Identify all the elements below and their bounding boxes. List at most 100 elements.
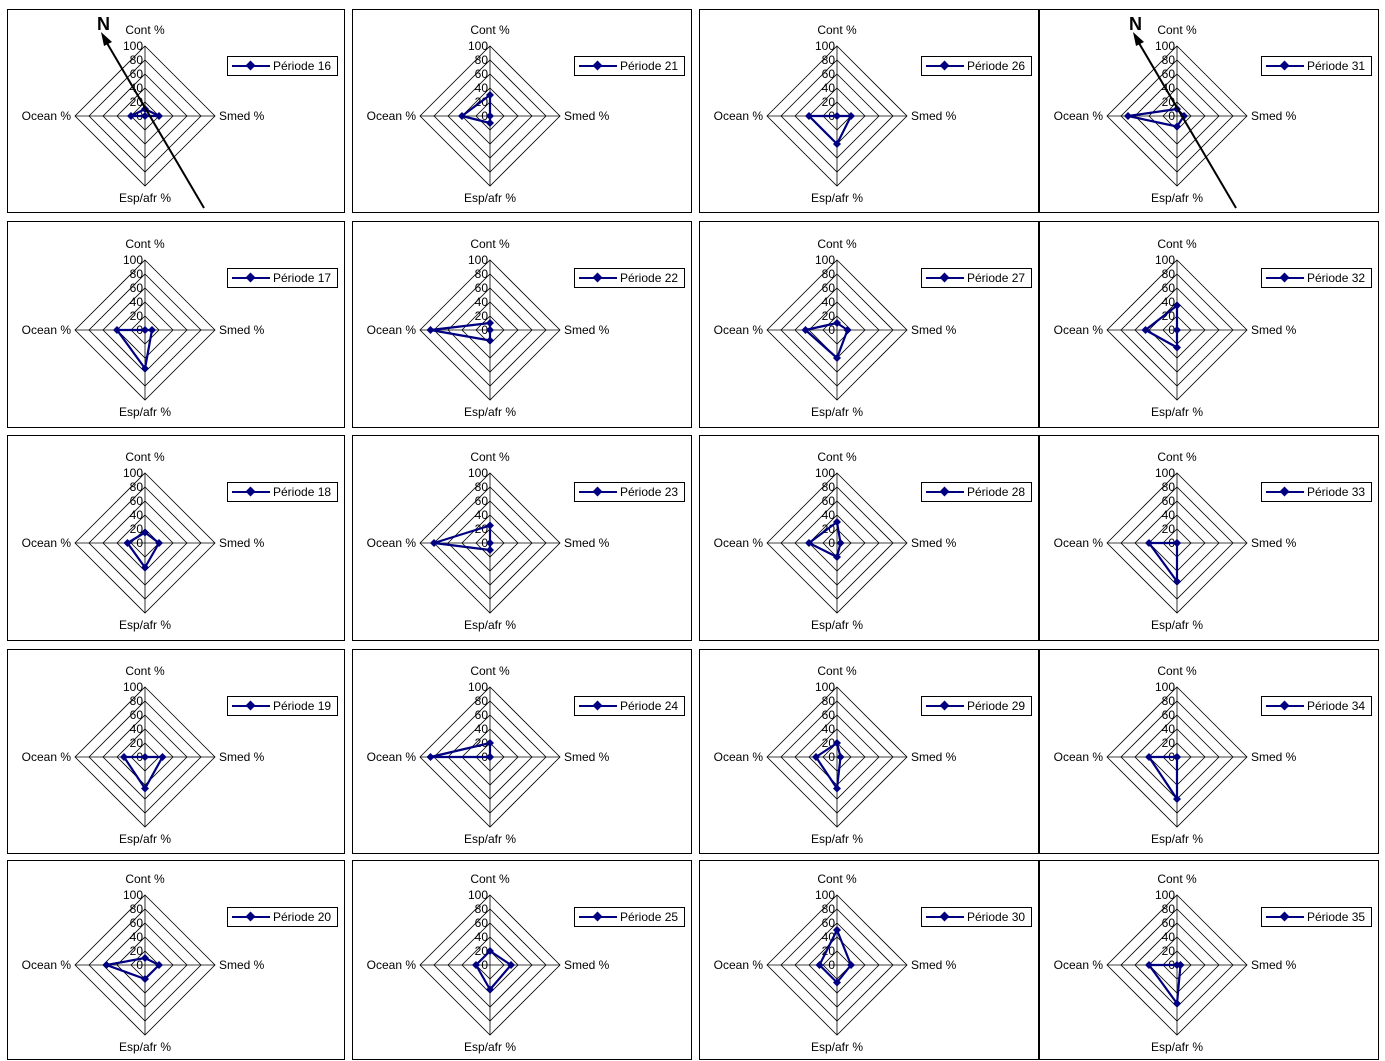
radar-data-point <box>155 112 163 120</box>
radar-data-point <box>426 326 435 334</box>
north-arrow-shaft <box>1135 37 1237 209</box>
radar-tick-label: 20 <box>130 944 144 958</box>
radar-data-point <box>801 326 810 334</box>
legend: Période 22 <box>574 268 686 288</box>
axis-label-esp-afr: Esp/afr % <box>1151 618 1203 632</box>
radar-data-point <box>1173 577 1181 586</box>
radar-tick-label: 80 <box>822 267 836 281</box>
radar-tick-label: 100 <box>815 888 835 902</box>
radar-chart-panel: 0 20 40 60 80 100 Cont % Smed % Esp/afr % Ocean %… <box>699 435 1039 641</box>
axis-label-smed: Smed % <box>564 323 610 337</box>
axis-label-cont: Cont % <box>125 237 165 251</box>
radar-tick-label: 60 <box>1162 494 1176 508</box>
radar-tick-label: 20 <box>130 736 144 750</box>
radar-tick-label: 40 <box>1162 81 1176 95</box>
axis-label-cont: Cont % <box>1157 664 1197 678</box>
radar-chart-panel: 0 20 40 60 80 100 Cont % Smed % Esp/afr % Ocean %… <box>352 221 692 428</box>
radar-data-point <box>507 961 515 969</box>
radar-tick-label: 0 <box>481 109 488 123</box>
radar-tick-label: 40 <box>130 295 144 309</box>
axis-label-ocean: Ocean % <box>22 536 72 550</box>
radar-tick-label: 40 <box>1162 930 1176 944</box>
axis-label-smed: Smed % <box>911 323 957 337</box>
radar-chart-panel: 0 20 40 60 80 100 Cont % Smed % Esp/afr % Ocean %… <box>1039 221 1379 428</box>
radar-tick-label: 60 <box>822 708 836 722</box>
radar-tick-label: 80 <box>1162 694 1176 708</box>
radar-data-point <box>141 364 149 373</box>
radar-data-point <box>1173 122 1181 131</box>
radar-tick-label: 80 <box>475 694 489 708</box>
radar-tick-label: 40 <box>1162 722 1176 736</box>
radar-tick-label: 60 <box>822 281 836 295</box>
radar-tick-label: 40 <box>822 722 836 736</box>
radar-tick-label: 0 <box>828 958 835 972</box>
radar-chart-panel: 0 20 40 60 80 100 Cont % Smed % Esp/afr % Ocean %… <box>699 649 1039 854</box>
legend-label: Période 20 <box>273 910 332 924</box>
radar-tick-label: 60 <box>130 708 144 722</box>
radar-data-point <box>833 112 841 120</box>
legend-marker-icon <box>926 700 964 712</box>
axis-label-esp-afr: Esp/afr % <box>119 405 171 419</box>
axis-label-ocean: Ocean % <box>1054 536 1104 550</box>
radar-data-point <box>141 954 149 962</box>
radar-chart-panel: 0 20 40 60 80 100 Cont % Smed % Esp/afr % Ocean %… <box>352 860 692 1060</box>
radar-chart-panel: 0 20 40 60 80 100 Cont % Smed % Esp/afr % Ocean %… <box>7 435 345 641</box>
legend-label: Période 30 <box>967 910 1026 924</box>
radar-tick-label: 60 <box>822 494 836 508</box>
axis-label-esp-afr: Esp/afr % <box>811 1040 863 1054</box>
legend-label: Période 23 <box>620 485 679 499</box>
legend: Période 31 <box>1261 56 1373 76</box>
legend: Période 16 <box>227 56 339 76</box>
radar-tick-label: 60 <box>130 67 144 81</box>
radar-data-point <box>127 112 135 120</box>
radar-tick-label: 100 <box>1155 253 1175 267</box>
radar-series-line <box>1147 541 1179 583</box>
radar-tick-label: 20 <box>475 309 489 323</box>
axis-label-esp-afr: Esp/afr % <box>811 618 863 632</box>
radar-data-point <box>155 539 163 547</box>
axis-label-esp-afr: Esp/afr % <box>1151 832 1203 846</box>
radar-data-point <box>1173 539 1181 547</box>
axis-label-esp-afr: Esp/afr % <box>1151 1040 1203 1054</box>
legend-marker-icon <box>232 60 270 72</box>
axis-label-smed: Smed % <box>564 958 610 972</box>
axis-label-esp-afr: Esp/afr % <box>119 1040 171 1054</box>
radar-tick-label: 100 <box>468 253 488 267</box>
axis-label-smed: Smed % <box>1251 323 1297 337</box>
legend: Période 32 <box>1261 268 1373 288</box>
radar-tick-label: 60 <box>475 916 489 930</box>
radar-tick-label: 40 <box>130 508 144 522</box>
radar-tick-label: 40 <box>130 930 144 944</box>
axis-label-smed: Smed % <box>219 109 265 123</box>
radar-tick-label: 40 <box>822 81 836 95</box>
radar-data-point <box>486 521 494 530</box>
radar-data-point <box>836 753 845 761</box>
radar-tick-label: 100 <box>123 39 143 53</box>
radar-tick-label: 80 <box>475 902 489 916</box>
axis-label-smed: Smed % <box>219 750 265 764</box>
legend-label: Période 26 <box>967 59 1026 73</box>
radar-data-point <box>833 518 841 526</box>
radar-data-point <box>158 753 167 761</box>
radar-tick-label: 100 <box>123 466 143 480</box>
axis-label-esp-afr: Esp/afr % <box>119 618 171 632</box>
radar-tick-label: 60 <box>822 916 836 930</box>
radar-series-line <box>1126 107 1186 128</box>
radar-tick-label: 40 <box>130 81 144 95</box>
radar-tick-label: 80 <box>130 694 144 708</box>
axis-label-ocean: Ocean % <box>714 109 764 123</box>
radar-data-point <box>486 119 494 127</box>
axis-label-ocean: Ocean % <box>367 750 417 764</box>
radar-tick-label: 20 <box>822 309 836 323</box>
legend: Période 23 <box>574 482 686 502</box>
radar-data-point <box>141 784 149 793</box>
axis-label-cont: Cont % <box>817 664 857 678</box>
radar-tick-label: 40 <box>822 295 836 309</box>
legend-label: Période 35 <box>1307 910 1366 924</box>
axis-label-smed: Smed % <box>911 536 957 550</box>
